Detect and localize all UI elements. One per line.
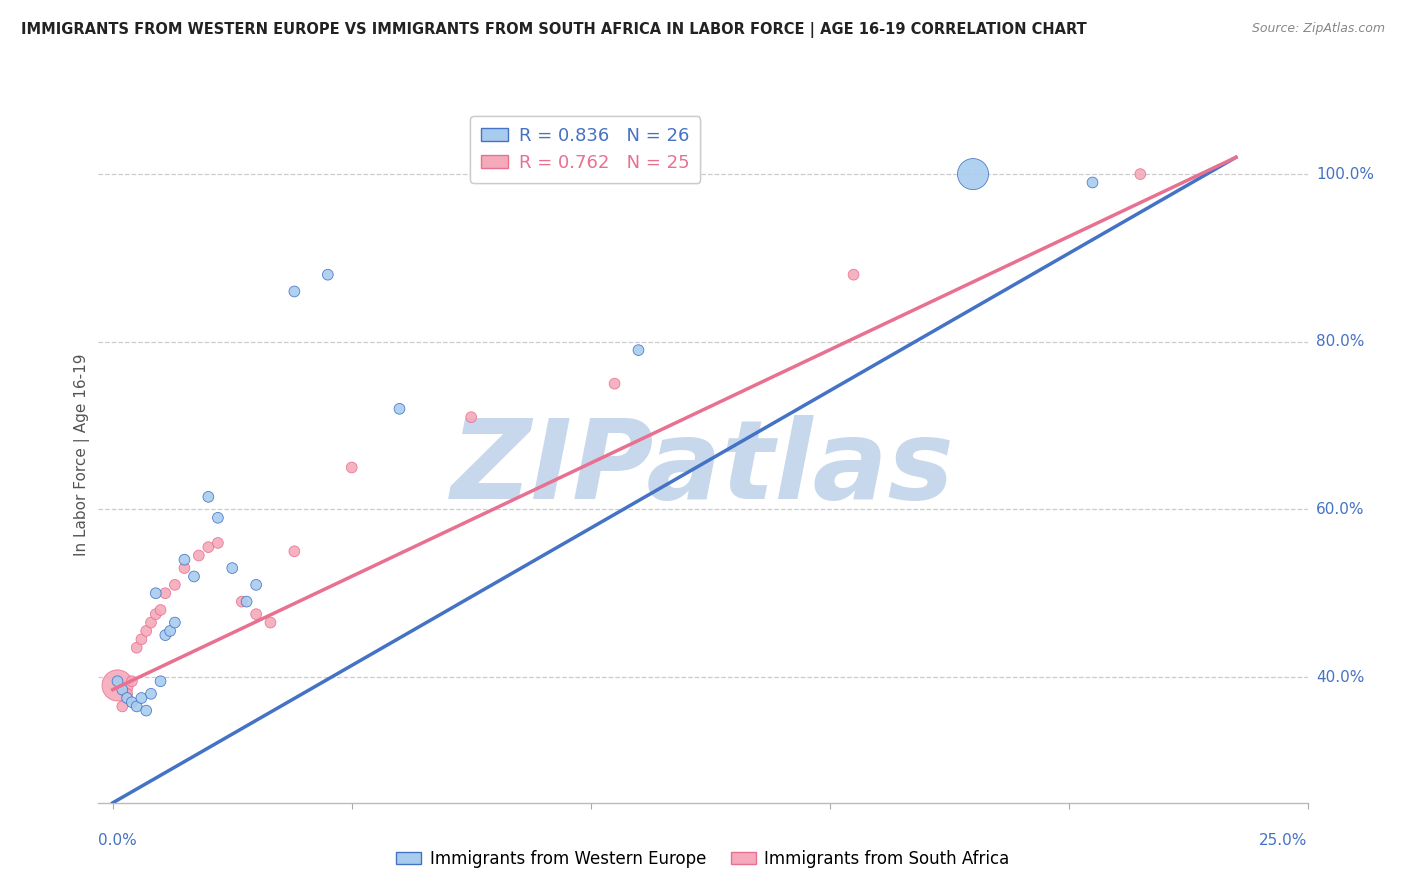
Point xyxy=(235,594,257,608)
Point xyxy=(283,285,305,299)
Point xyxy=(125,699,148,714)
Point xyxy=(283,544,305,558)
Point xyxy=(842,268,865,282)
Y-axis label: In Labor Force | Age 16-19: In Labor Force | Age 16-19 xyxy=(75,353,90,557)
Text: 25.0%: 25.0% xyxy=(1260,833,1308,848)
Point xyxy=(111,682,134,697)
Point xyxy=(139,615,162,630)
Text: 0.0%: 0.0% xyxy=(98,833,138,848)
Point xyxy=(115,691,138,706)
Point xyxy=(135,704,157,718)
Point xyxy=(197,540,219,554)
Legend: Immigrants from Western Europe, Immigrants from South Africa: Immigrants from Western Europe, Immigran… xyxy=(389,844,1017,875)
Point xyxy=(245,607,267,622)
Point xyxy=(131,632,153,647)
Text: ZIPatlas: ZIPatlas xyxy=(451,416,955,523)
Point xyxy=(145,586,167,600)
Text: IMMIGRANTS FROM WESTERN EUROPE VS IMMIGRANTS FROM SOUTH AFRICA IN LABOR FORCE | : IMMIGRANTS FROM WESTERN EUROPE VS IMMIGR… xyxy=(21,22,1087,38)
Point xyxy=(149,603,172,617)
Point xyxy=(155,586,177,600)
Point xyxy=(163,578,186,592)
Text: 100.0%: 100.0% xyxy=(1316,167,1374,182)
Point xyxy=(207,510,229,524)
Point xyxy=(111,699,134,714)
Point xyxy=(173,561,195,575)
Point xyxy=(340,460,363,475)
Text: Source: ZipAtlas.com: Source: ZipAtlas.com xyxy=(1251,22,1385,36)
Point xyxy=(159,624,181,638)
Point xyxy=(145,607,167,622)
Point xyxy=(139,687,162,701)
Point xyxy=(107,678,129,692)
Point xyxy=(627,343,650,358)
Point xyxy=(125,640,148,655)
Point xyxy=(460,410,482,425)
Point xyxy=(197,490,219,504)
Point xyxy=(259,615,281,630)
Point xyxy=(135,624,157,638)
Point xyxy=(603,376,626,391)
Legend: R = 0.836   N = 26, R = 0.762   N = 25: R = 0.836 N = 26, R = 0.762 N = 25 xyxy=(470,116,700,183)
Point xyxy=(163,615,186,630)
Point xyxy=(1081,176,1104,190)
Point xyxy=(173,552,195,566)
Point xyxy=(1129,167,1152,181)
Point xyxy=(388,401,411,416)
Point xyxy=(187,549,209,563)
Point xyxy=(115,687,138,701)
Point xyxy=(245,578,267,592)
Text: 60.0%: 60.0% xyxy=(1316,502,1364,516)
Point xyxy=(149,674,172,689)
Point xyxy=(121,674,143,689)
Point xyxy=(221,561,243,575)
Text: 40.0%: 40.0% xyxy=(1316,670,1364,684)
Point xyxy=(121,695,143,709)
Point xyxy=(962,167,984,181)
Point xyxy=(207,536,229,550)
Point xyxy=(131,691,153,706)
Point xyxy=(107,674,129,689)
Point xyxy=(316,268,339,282)
Point xyxy=(231,594,253,608)
Point xyxy=(183,569,205,583)
Point xyxy=(155,628,177,642)
Text: 80.0%: 80.0% xyxy=(1316,334,1364,350)
